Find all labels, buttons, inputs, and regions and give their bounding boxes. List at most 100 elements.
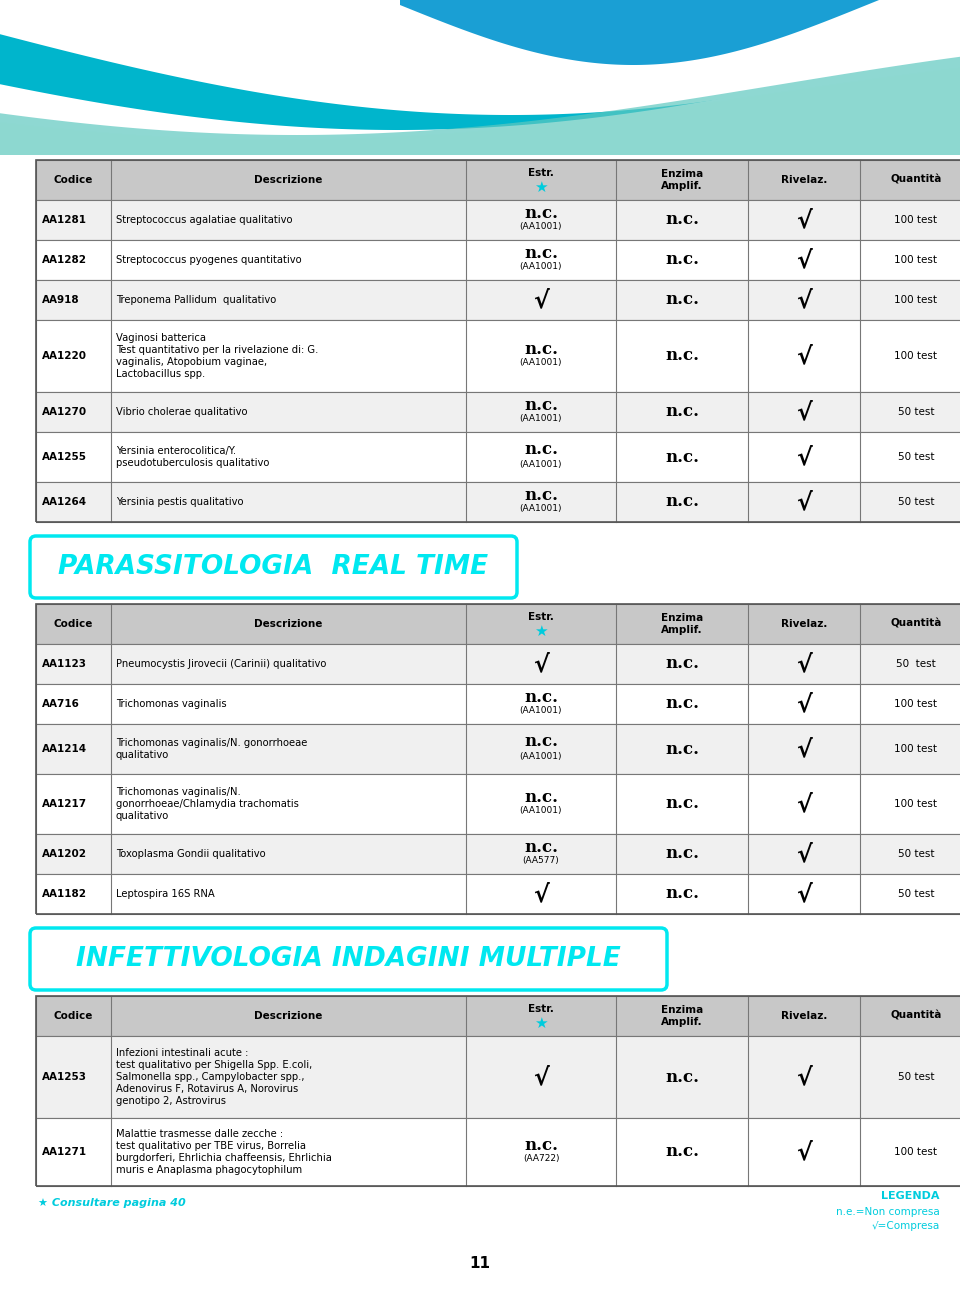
Text: Rivelaz.: Rivelaz. <box>780 176 828 185</box>
Text: √: √ <box>533 882 549 906</box>
Text: n.c.: n.c. <box>524 396 558 413</box>
Text: n.c.: n.c. <box>524 733 558 750</box>
Bar <box>36 200 960 240</box>
Text: 50  test: 50 test <box>896 658 936 669</box>
Text: muris e Anaplasma phagocytophilum: muris e Anaplasma phagocytophilum <box>116 1164 302 1175</box>
Text: Test quantitativo per la rivelazione di: G.: Test quantitativo per la rivelazione di:… <box>116 345 319 355</box>
Text: INFETTIVOLOGIA INDAGINI MULTIPLE: INFETTIVOLOGIA INDAGINI MULTIPLE <box>76 946 621 972</box>
Text: Estr.: Estr. <box>528 612 554 622</box>
Text: Rivelaz.: Rivelaz. <box>780 618 828 629</box>
Bar <box>36 644 960 684</box>
Bar <box>36 280 960 320</box>
Text: √: √ <box>796 491 812 514</box>
Text: (AA1001): (AA1001) <box>519 751 563 760</box>
Text: √: √ <box>796 1065 812 1090</box>
Polygon shape <box>0 67 960 155</box>
Text: Malattie trasmesse dalle zecche :: Malattie trasmesse dalle zecche : <box>116 1130 283 1139</box>
Text: pseudotuberculosis qualitativo: pseudotuberculosis qualitativo <box>116 458 270 469</box>
Text: gonorrhoeae/Chlamydia trachomatis: gonorrhoeae/Chlamydia trachomatis <box>116 799 299 809</box>
Text: Trichomonas vaginalis: Trichomonas vaginalis <box>116 698 227 709</box>
FancyBboxPatch shape <box>30 536 517 598</box>
Text: Toxoplasma Gondii qualitativo: Toxoplasma Gondii qualitativo <box>116 849 266 859</box>
Text: Enzima: Enzima <box>660 1004 703 1015</box>
Text: AA716: AA716 <box>42 698 80 709</box>
Text: AA1253: AA1253 <box>42 1072 87 1082</box>
Text: Trichomonas vaginalis/N. gonorrhoeae: Trichomonas vaginalis/N. gonorrhoeae <box>116 738 307 747</box>
Text: vaginalis, Atopobium vaginae,: vaginalis, Atopobium vaginae, <box>116 358 267 367</box>
Text: Leptospira 16S RNA: Leptospira 16S RNA <box>116 889 215 899</box>
Text: (AA1001): (AA1001) <box>519 262 563 271</box>
Text: Amplif.: Amplif. <box>661 1017 703 1028</box>
Text: Enzima: Enzima <box>660 169 703 179</box>
Text: Descrizione: Descrizione <box>254 176 323 185</box>
FancyBboxPatch shape <box>30 928 667 990</box>
Text: n.c.: n.c. <box>665 212 699 229</box>
Text: Codice: Codice <box>54 618 93 629</box>
Text: √: √ <box>796 652 812 676</box>
Text: n.c.: n.c. <box>665 493 699 510</box>
Text: 50 test: 50 test <box>898 497 934 507</box>
Bar <box>0 155 960 1291</box>
Text: AA1217: AA1217 <box>42 799 87 809</box>
Text: Descrizione: Descrizione <box>254 618 323 629</box>
Text: √: √ <box>796 692 812 717</box>
Text: AA1182: AA1182 <box>42 889 87 899</box>
Text: Quantità: Quantità <box>890 618 942 629</box>
Text: (AA1001): (AA1001) <box>519 706 563 715</box>
Bar <box>36 240 960 280</box>
Text: n.c.: n.c. <box>524 1136 558 1153</box>
Text: 100 test: 100 test <box>895 256 938 265</box>
Text: AA1281: AA1281 <box>42 216 87 225</box>
Text: n.c.: n.c. <box>665 846 699 862</box>
Text: ★ Consultare pagina 40: ★ Consultare pagina 40 <box>38 1198 185 1208</box>
Bar <box>36 775 960 834</box>
Polygon shape <box>0 0 960 115</box>
Text: AA1220: AA1220 <box>42 351 87 361</box>
Text: (AA1001): (AA1001) <box>519 359 563 368</box>
Text: 11: 11 <box>469 1256 491 1270</box>
Text: n.c.: n.c. <box>524 244 558 262</box>
Text: Codice: Codice <box>54 1011 93 1021</box>
Bar <box>36 160 960 522</box>
Bar <box>36 432 960 482</box>
Text: genotipo 2, Astrovirus: genotipo 2, Astrovirus <box>116 1096 226 1106</box>
Text: (AA1001): (AA1001) <box>519 414 563 423</box>
Bar <box>36 1118 960 1186</box>
Text: Yersinia enterocolitica/Y.: Yersinia enterocolitica/Y. <box>116 445 236 456</box>
Text: Descrizione: Descrizione <box>254 1011 323 1021</box>
Text: test qualitativo per Shigella Spp. E.coli,: test qualitativo per Shigella Spp. E.col… <box>116 1060 312 1070</box>
Text: qualitativo: qualitativo <box>116 811 169 821</box>
Text: n.c.: n.c. <box>524 838 558 856</box>
Text: AA1271: AA1271 <box>42 1146 87 1157</box>
Text: (AA1001): (AA1001) <box>519 460 563 469</box>
Text: AA1214: AA1214 <box>42 744 87 754</box>
Text: 50 test: 50 test <box>898 452 934 462</box>
Bar <box>36 604 960 914</box>
Text: n.c.: n.c. <box>665 886 699 902</box>
Text: n.c.: n.c. <box>665 252 699 269</box>
Text: √: √ <box>796 445 812 469</box>
Text: Amplif.: Amplif. <box>661 625 703 635</box>
Text: √: √ <box>533 1065 549 1090</box>
Polygon shape <box>0 57 960 155</box>
Text: n.c.: n.c. <box>524 789 558 806</box>
Text: ★: ★ <box>534 624 548 639</box>
Text: n.e.=Non compresa: n.e.=Non compresa <box>836 1207 940 1217</box>
Text: AA918: AA918 <box>42 296 80 305</box>
Text: (AA722): (AA722) <box>523 1154 560 1163</box>
Text: Streptococcus agalatiae qualitativo: Streptococcus agalatiae qualitativo <box>116 216 293 225</box>
Text: (AA1001): (AA1001) <box>519 505 563 514</box>
Text: √: √ <box>796 208 812 232</box>
Text: PARASSITOLOGIA  REAL TIME: PARASSITOLOGIA REAL TIME <box>59 554 489 580</box>
Text: n.c.: n.c. <box>665 656 699 673</box>
Text: n.c.: n.c. <box>524 341 558 358</box>
Text: Adenovirus F, Rotavirus A, Norovirus: Adenovirus F, Rotavirus A, Norovirus <box>116 1084 299 1093</box>
Text: n.c.: n.c. <box>665 795 699 812</box>
Text: √: √ <box>796 248 812 272</box>
Text: Enzima: Enzima <box>660 613 703 624</box>
Text: √: √ <box>796 791 812 816</box>
Text: Quantità: Quantità <box>890 1011 942 1021</box>
Text: Trichomonas vaginalis/N.: Trichomonas vaginalis/N. <box>116 788 241 797</box>
Text: n.c.: n.c. <box>665 292 699 309</box>
Text: AA1123: AA1123 <box>42 658 87 669</box>
